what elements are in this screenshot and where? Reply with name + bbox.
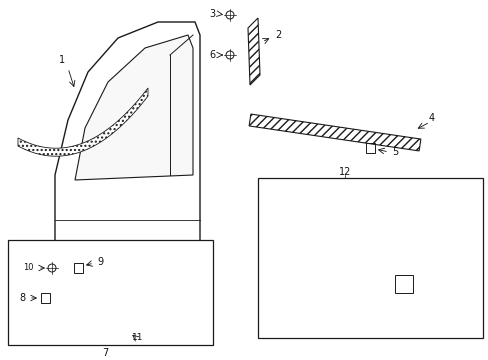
Bar — [258, 178, 482, 338]
Polygon shape — [21, 313, 200, 335]
Bar — [8, 240, 213, 345]
Polygon shape — [262, 251, 330, 269]
Polygon shape — [262, 295, 439, 317]
Polygon shape — [94, 257, 205, 279]
Text: 12: 12 — [338, 167, 350, 177]
Polygon shape — [247, 18, 260, 85]
Bar — [41, 293, 49, 303]
Text: 10: 10 — [23, 264, 33, 273]
Text: 8: 8 — [19, 293, 25, 303]
Text: 11: 11 — [132, 333, 143, 342]
Text: 7: 7 — [102, 348, 108, 358]
Polygon shape — [378, 194, 475, 220]
Text: 5: 5 — [391, 147, 397, 157]
Text: 3: 3 — [208, 9, 215, 19]
Text: 9: 9 — [97, 257, 103, 267]
Text: 4: 4 — [428, 113, 434, 123]
Text: 1: 1 — [59, 55, 65, 65]
Polygon shape — [18, 88, 148, 156]
Bar — [73, 263, 82, 273]
Text: 6: 6 — [208, 50, 215, 60]
Polygon shape — [354, 251, 449, 271]
Text: 2: 2 — [274, 30, 281, 40]
Polygon shape — [75, 35, 193, 180]
Polygon shape — [248, 114, 420, 151]
Bar — [365, 143, 374, 153]
Polygon shape — [446, 301, 477, 317]
Polygon shape — [262, 205, 370, 230]
Polygon shape — [55, 22, 200, 310]
Bar — [394, 275, 412, 293]
